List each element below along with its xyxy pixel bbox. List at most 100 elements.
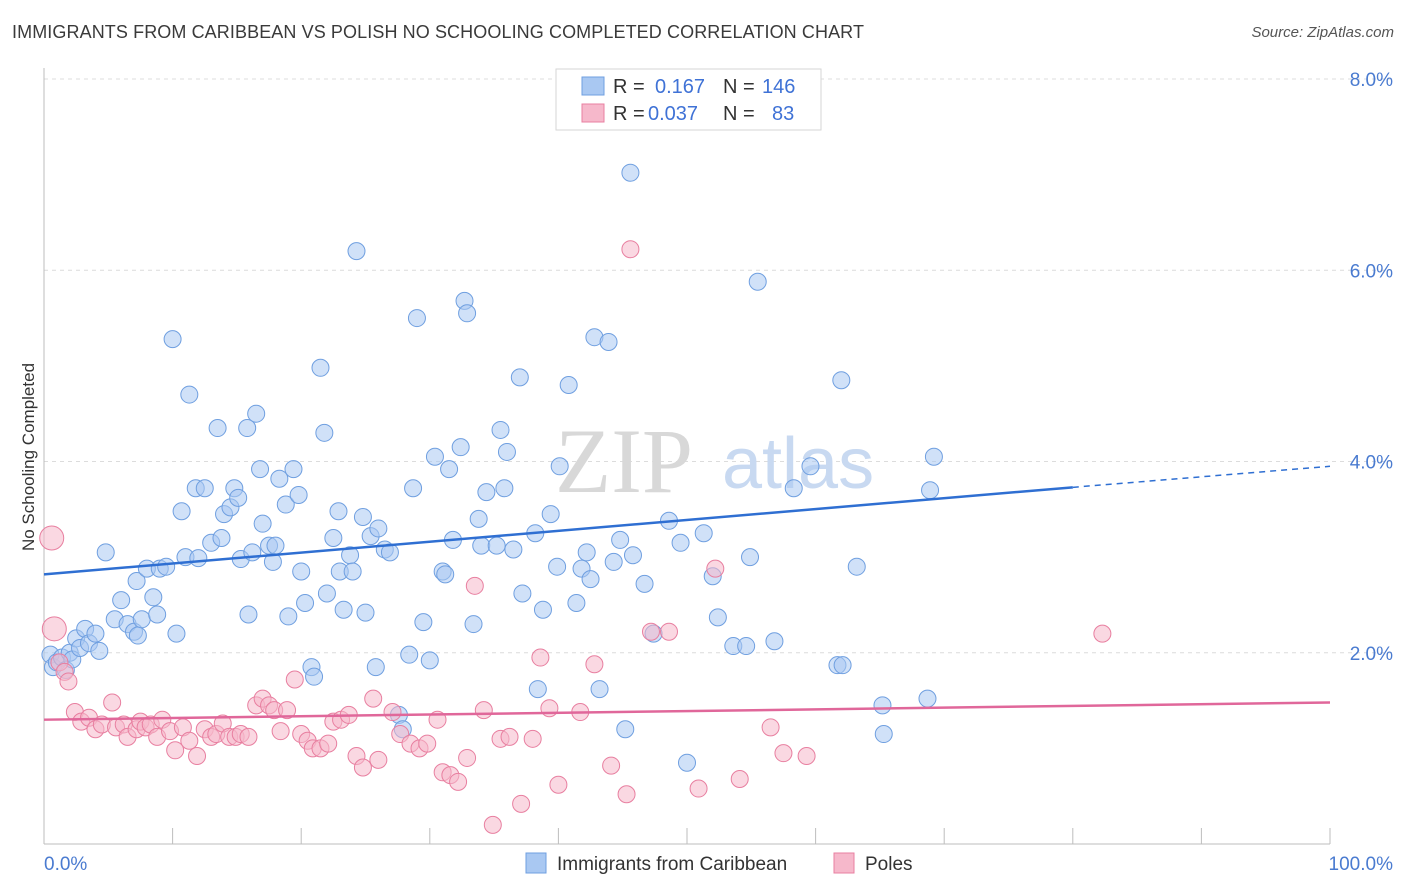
point-caribbean-74 bbox=[369, 519, 388, 538]
point-caribbean-70 bbox=[353, 507, 372, 526]
point-caribbean-127 bbox=[694, 524, 713, 543]
point-caribbean-106 bbox=[541, 505, 560, 524]
point-caribbean-112 bbox=[577, 543, 596, 562]
watermark-zip: ZIP bbox=[555, 410, 693, 512]
point-caribbean-108 bbox=[550, 457, 569, 476]
point-caribbean-83 bbox=[420, 651, 439, 670]
point-poles-75 bbox=[602, 756, 621, 775]
point-poles-62 bbox=[465, 576, 484, 595]
trend-lines bbox=[43, 465, 1331, 721]
point-caribbean-121 bbox=[623, 546, 642, 565]
point-caribbean-110 bbox=[567, 594, 586, 613]
point-poles-24 bbox=[188, 747, 207, 766]
tick-labels: 2.0% 4.0% 6.0% 8.0% 0.0% 100.0% bbox=[44, 70, 1393, 875]
point-caribbean-140 bbox=[873, 696, 892, 715]
chart-source: Source: ZipAtlas.com bbox=[1251, 24, 1394, 41]
point-caribbean-113 bbox=[581, 570, 600, 589]
point-caribbean-13 bbox=[96, 543, 115, 562]
point-poles-64 bbox=[483, 815, 502, 834]
point-poles-0 bbox=[39, 525, 65, 551]
point-poles-80 bbox=[706, 559, 725, 578]
point-caribbean-132 bbox=[748, 272, 767, 291]
bottom-legend-swatch-caribbean bbox=[525, 852, 547, 874]
bottom-legend-label-caribbean: Immigrants from Caribbean bbox=[557, 854, 787, 875]
y-tick-label-1: 4.0% bbox=[1350, 453, 1393, 474]
point-poles-38 bbox=[278, 701, 297, 720]
point-caribbean-45 bbox=[247, 404, 266, 423]
point-caribbean-109 bbox=[559, 376, 578, 394]
legend-swatch-caribbean bbox=[581, 76, 605, 96]
point-caribbean-145 bbox=[924, 447, 943, 466]
axes bbox=[43, 68, 1331, 845]
point-caribbean-51 bbox=[270, 469, 289, 488]
point-caribbean-135 bbox=[784, 479, 803, 498]
point-poles-63 bbox=[474, 701, 493, 720]
trend-line-caribbean bbox=[43, 486, 1073, 576]
point-caribbean-71 bbox=[356, 603, 375, 622]
point-caribbean-15 bbox=[112, 591, 131, 610]
point-caribbean-98 bbox=[495, 479, 514, 498]
point-poles-60 bbox=[449, 772, 468, 791]
point-poles-78 bbox=[659, 622, 678, 641]
point-caribbean-105 bbox=[533, 600, 552, 619]
point-caribbean-33 bbox=[195, 479, 214, 498]
point-caribbean-73 bbox=[366, 658, 385, 677]
point-caribbean-27 bbox=[167, 624, 186, 643]
point-poles-85 bbox=[1093, 624, 1112, 643]
point-caribbean-79 bbox=[400, 645, 419, 664]
point-poles-61 bbox=[458, 748, 477, 767]
legend-r-value-2: 0.037 bbox=[648, 103, 698, 125]
point-caribbean-40 bbox=[229, 488, 248, 507]
point-poles-76 bbox=[621, 240, 640, 259]
point-caribbean-59 bbox=[305, 667, 324, 686]
point-caribbean-134 bbox=[765, 632, 784, 651]
point-poles-81 bbox=[730, 769, 749, 788]
point-caribbean-46 bbox=[251, 460, 270, 479]
point-caribbean-56 bbox=[292, 562, 311, 581]
legend-swatch-poles bbox=[581, 103, 605, 123]
point-caribbean-141 bbox=[874, 725, 893, 744]
point-caribbean-80 bbox=[404, 479, 423, 498]
point-caribbean-82 bbox=[414, 613, 433, 632]
legend-n-label-2: N = bbox=[723, 103, 755, 125]
point-caribbean-42 bbox=[238, 419, 257, 438]
point-caribbean-100 bbox=[504, 540, 523, 559]
point-caribbean-138 bbox=[833, 656, 852, 675]
point-caribbean-118 bbox=[611, 530, 630, 549]
series-caribbean-points bbox=[41, 163, 943, 772]
point-caribbean-30 bbox=[180, 385, 199, 404]
point-poles-1 bbox=[41, 616, 67, 642]
legend-r-label-1: R = bbox=[613, 76, 645, 98]
point-poles-23 bbox=[180, 731, 199, 750]
point-caribbean-136 bbox=[801, 457, 820, 476]
point-poles-44 bbox=[319, 734, 338, 753]
point-caribbean-99 bbox=[497, 442, 516, 461]
trend-line-poles bbox=[43, 701, 1331, 721]
point-poles-39 bbox=[285, 670, 304, 689]
point-caribbean-25 bbox=[157, 557, 176, 576]
point-caribbean-119 bbox=[616, 720, 635, 739]
point-caribbean-63 bbox=[324, 529, 343, 547]
point-poles-49 bbox=[353, 758, 372, 777]
point-poles-69 bbox=[531, 648, 550, 667]
point-caribbean-35 bbox=[208, 419, 227, 438]
point-poles-21 bbox=[166, 741, 185, 760]
point-caribbean-143 bbox=[918, 689, 937, 708]
point-caribbean-91 bbox=[458, 304, 477, 323]
point-caribbean-23 bbox=[148, 605, 167, 624]
point-caribbean-97 bbox=[491, 420, 510, 439]
watermark: ZIP atlas bbox=[555, 410, 874, 512]
legend-n-value-2: 83 bbox=[772, 103, 794, 125]
point-caribbean-55 bbox=[289, 485, 308, 504]
point-caribbean-26 bbox=[163, 330, 182, 349]
legend-r-label-2: R = bbox=[613, 103, 645, 125]
point-poles-83 bbox=[774, 744, 793, 763]
point-caribbean-95 bbox=[477, 483, 496, 502]
point-caribbean-120 bbox=[621, 163, 640, 182]
y-tick-label-0: 2.0% bbox=[1350, 644, 1393, 665]
point-caribbean-89 bbox=[451, 438, 470, 457]
point-caribbean-92 bbox=[464, 615, 483, 634]
point-caribbean-66 bbox=[334, 600, 353, 619]
point-poles-66 bbox=[500, 727, 519, 746]
